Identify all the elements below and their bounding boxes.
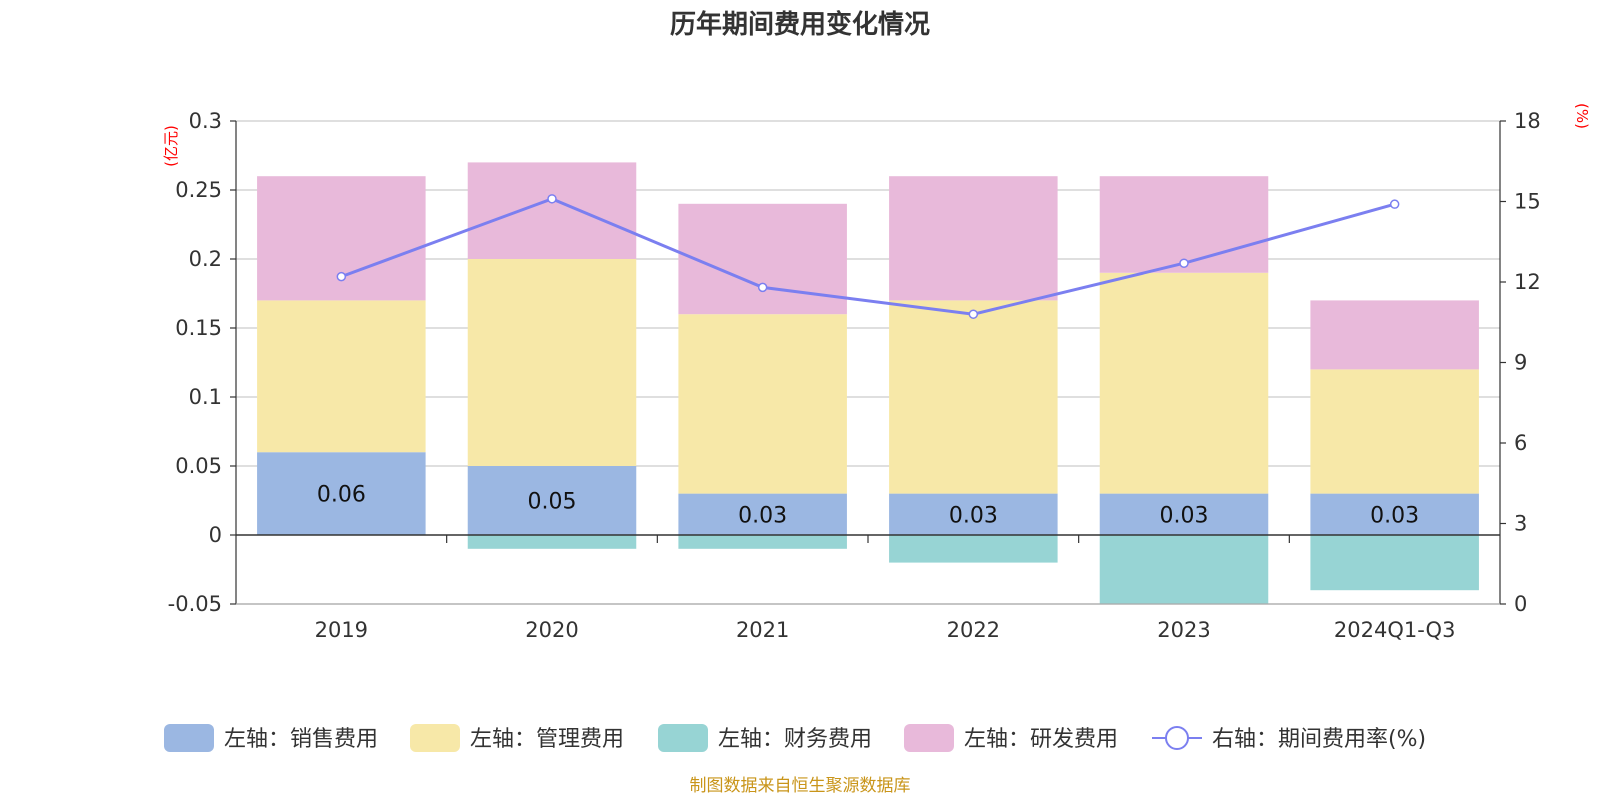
right-tick-label: 15: [1514, 190, 1541, 214]
source-note: 制图数据来自恒生聚源数据库: [690, 776, 911, 796]
right-axis-unit: (%): [1573, 103, 1591, 129]
x-tick-label: 2021: [736, 618, 789, 642]
x-tick-label: 2020: [525, 618, 578, 642]
bar-segment: [678, 493, 847, 535]
right-tick-label: 12: [1514, 270, 1541, 294]
right-tick-label: 18: [1514, 109, 1541, 133]
right-tick-label: 0: [1514, 592, 1527, 616]
legend-swatch: [904, 724, 954, 752]
bar-segment: [1099, 535, 1269, 604]
bar-segment: [257, 452, 426, 535]
bar-segment: [467, 162, 637, 259]
bar-segment: [467, 259, 637, 466]
x-tick-label: 2022: [947, 618, 1000, 642]
bar-segment: [889, 535, 1058, 563]
bar-segment: [678, 535, 847, 549]
rate-point: [547, 194, 557, 204]
left-tick-label: 0: [209, 523, 222, 547]
left-tick-label: 0.05: [175, 454, 222, 478]
bar-segment: [1310, 369, 1479, 494]
right-tick-label: 6: [1514, 431, 1527, 455]
chart-title: 历年期间费用变化情况: [670, 9, 930, 40]
left-tick-label: 0.25: [175, 178, 222, 202]
left-tick-label: 0.15: [175, 316, 222, 340]
bar-segment: [1310, 535, 1479, 591]
rate-line: [336, 194, 1400, 319]
left-axis-unit: (亿元): [162, 125, 180, 167]
legend-swatch: [658, 724, 708, 752]
bar-segment: [1099, 272, 1269, 494]
bar-segment: [889, 176, 1058, 301]
bar-segment: [257, 300, 426, 453]
bar-segment: [1099, 176, 1269, 273]
legend-swatch: [410, 724, 460, 752]
bar-data-label: 0.06: [317, 483, 366, 508]
bar-data-label: 0.03: [1370, 503, 1419, 528]
left-tick-label: 0.2: [189, 247, 222, 271]
bar-segment: [467, 535, 637, 549]
bar-data-label: 0.03: [738, 503, 787, 528]
left-tick-label: -0.05: [168, 592, 222, 616]
x-tick-label: 2019: [315, 618, 368, 642]
bar-data-label: 0.05: [528, 490, 577, 515]
left-tick-label: 0.3: [189, 109, 222, 133]
legend-label: 右轴：期间费用率(%): [1212, 727, 1426, 752]
right-tick-label: 9: [1514, 351, 1527, 375]
bar-segment: [1099, 493, 1269, 535]
x-tick-label: 2024Q1-Q3: [1334, 618, 1456, 642]
rate-point: [1389, 199, 1400, 209]
x-tick-label: 2023: [1157, 618, 1210, 642]
legend-label: 左轴：管理费用: [470, 727, 624, 752]
right-tick-label: 3: [1514, 512, 1527, 536]
legend-label: 左轴：财务费用: [718, 727, 872, 752]
legend-label: 左轴：销售费用: [224, 727, 378, 752]
rate-line-path: [340, 197, 1396, 316]
legend-swatch: [164, 724, 214, 752]
left-tick-label: 0.1: [189, 385, 222, 409]
bar-segment: [467, 466, 637, 535]
bar-segment: [889, 493, 1058, 535]
rate-point: [757, 282, 768, 293]
bar-segment: [257, 176, 426, 301]
bar-segment: [678, 314, 847, 494]
rate-point: [968, 309, 979, 319]
bar-data-label: 0.03: [949, 503, 998, 528]
legend-label: 左轴：研发费用: [964, 727, 1118, 752]
bar-segment: [1310, 493, 1479, 535]
bar-segment: [1310, 300, 1479, 370]
legend-marker: [1165, 726, 1189, 750]
bars: 0.06 0.05 0.03 0.03 0.03 0.03: [257, 162, 1479, 604]
bar-segment: [678, 203, 847, 315]
bar-segment: [889, 300, 1058, 494]
rate-point: [1179, 258, 1189, 268]
rate-point: [336, 271, 347, 282]
axes: 0.3 0.25 0.2 0.15 0.1 0.05 0 -0.05 18 15 12 9 6 3 0 201…: [168, 109, 1541, 642]
bar-data-label: 0.03: [1160, 503, 1209, 528]
legend: 左轴：销售费用 左轴：管理费用 左轴：财务费用 左轴：研发费用 右轴：期间费用率(%): [164, 724, 1426, 752]
